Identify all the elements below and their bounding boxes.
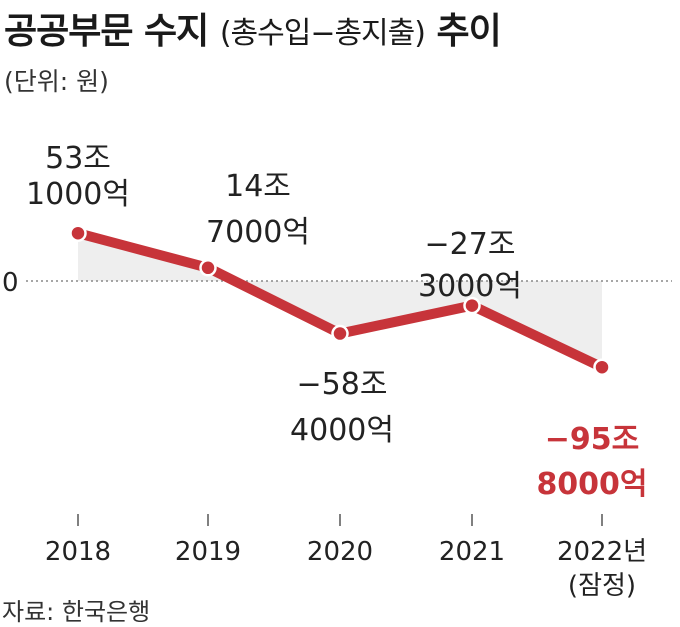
data-label: −58조 bbox=[297, 367, 388, 402]
source-note: 자료: 한국은행 bbox=[2, 598, 151, 626]
data-label: 53조 bbox=[45, 141, 111, 176]
title-paren: (총수입−총지출) bbox=[219, 16, 426, 51]
x-tick-label: 2020 bbox=[307, 537, 373, 567]
x-tick-sublabel: (잠정) bbox=[568, 571, 636, 601]
data-label: −95조 bbox=[545, 422, 640, 457]
x-tick-label: 2018 bbox=[45, 537, 111, 567]
x-tick-label: 2021 bbox=[439, 537, 505, 567]
title-trend: 추이 bbox=[436, 11, 502, 52]
data-label: 7000억 bbox=[206, 215, 310, 250]
data-label: 8000억 bbox=[536, 467, 647, 502]
data-label: 3000억 bbox=[418, 269, 522, 304]
data-point bbox=[331, 324, 349, 343]
chart-title: 공공부문 수지 (총수입−총지출) 추이 bbox=[4, 2, 502, 54]
x-tick-label: 2022년 bbox=[557, 537, 647, 567]
data-label: 4000억 bbox=[290, 413, 394, 448]
unit-note: (단위: 원) bbox=[4, 67, 109, 96]
title-main: 공공부문 수지 bbox=[4, 11, 209, 52]
data-point bbox=[69, 224, 87, 242]
x-tick-label: 2019 bbox=[175, 537, 241, 567]
data-label: −27조 bbox=[425, 227, 516, 262]
data-label: 14조 bbox=[225, 169, 291, 204]
zero-label: 0 bbox=[2, 268, 19, 298]
data-label: 1000억 bbox=[26, 177, 130, 212]
data-point bbox=[199, 259, 217, 277]
area-fill bbox=[78, 233, 602, 368]
data-point bbox=[463, 296, 481, 315]
data-point bbox=[593, 358, 611, 376]
